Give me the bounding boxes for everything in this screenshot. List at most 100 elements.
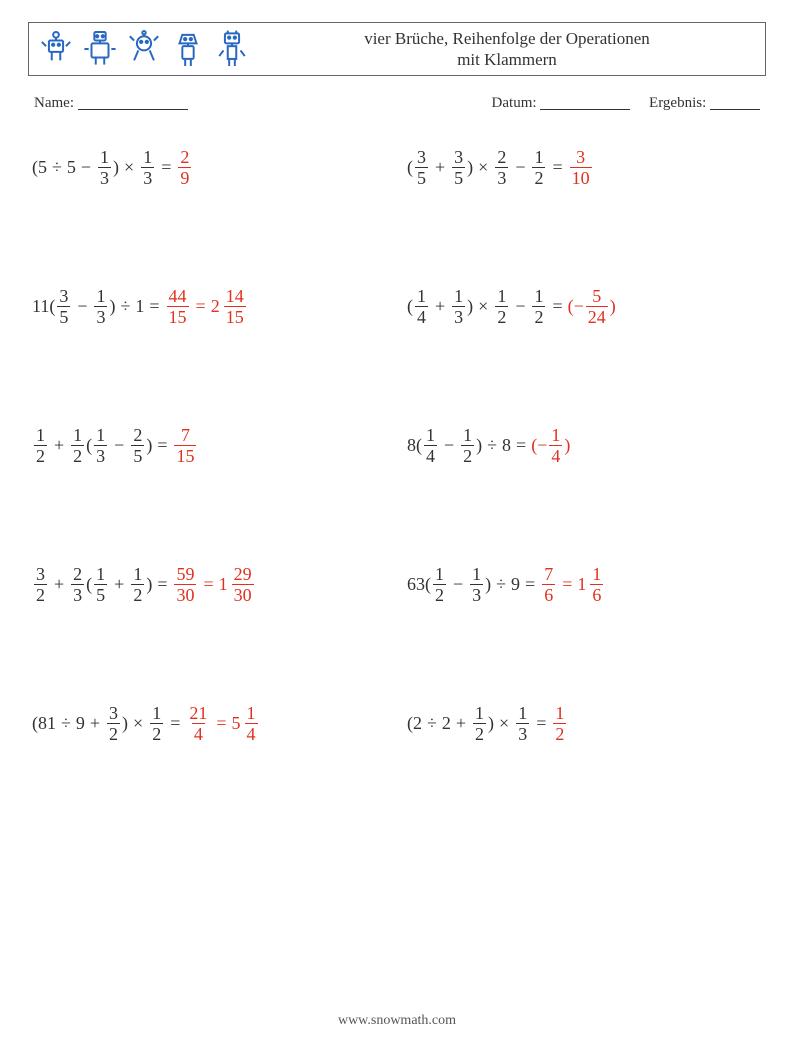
fraction: 76 <box>542 565 555 604</box>
expr-text: (81 <box>32 713 56 734</box>
fraction: 14 <box>415 287 428 326</box>
fraction: 12 <box>433 565 446 604</box>
worksheet-title: vier Brüche, Reihenfolge der Operationen… <box>249 24 765 75</box>
operator: × <box>478 157 488 178</box>
expr-text: ) <box>122 713 128 734</box>
fraction: 13 <box>452 287 465 326</box>
expr-text: ) <box>146 435 152 456</box>
fraction: 14 <box>245 704 258 743</box>
robot-icon-3 <box>127 29 161 69</box>
expr-text: ( <box>407 296 413 317</box>
expr-text: 11( <box>32 296 55 317</box>
operator: + <box>456 713 466 734</box>
fraction: 214 <box>187 704 209 743</box>
fraction: 12 <box>131 565 144 604</box>
fraction: 524 <box>586 287 608 326</box>
fraction: 12 <box>34 426 47 465</box>
operator: − <box>444 435 454 456</box>
fraction: 29 <box>178 148 191 187</box>
operator: ÷ <box>487 435 497 456</box>
problem-5: 12+12(13−25)=715 <box>32 426 387 465</box>
mixed-number: 21415 <box>211 287 248 326</box>
operator: = <box>157 574 167 595</box>
operator: + <box>90 713 100 734</box>
operator: − <box>453 574 463 595</box>
result-blank <box>710 95 760 110</box>
operator: − <box>114 435 124 456</box>
expr-text: 8( <box>407 435 422 456</box>
footer-text: www.snowmath.com <box>338 1013 456 1028</box>
fraction: 4415 <box>167 287 189 326</box>
mixed-number: 116 <box>577 565 605 604</box>
operator: = <box>516 435 526 456</box>
fraction: 12 <box>532 287 545 326</box>
expr-text: 2 <box>442 713 451 734</box>
fraction: 5930 <box>174 565 196 604</box>
operator: + <box>435 296 445 317</box>
operator: − <box>81 157 91 178</box>
fraction: 715 <box>174 426 196 465</box>
operator: = <box>149 296 159 317</box>
robot-icon-4 <box>171 29 205 69</box>
operator: = <box>216 713 226 734</box>
operator: = <box>525 574 535 595</box>
fraction: 35 <box>452 148 465 187</box>
robot-icon-5 <box>215 29 249 69</box>
fraction: 12 <box>461 426 474 465</box>
name-field: Name: <box>28 92 188 112</box>
operator: ÷ <box>496 574 506 595</box>
expr-text: ) <box>109 296 115 317</box>
operator: = <box>552 157 562 178</box>
mixed-number: 514 <box>232 704 260 743</box>
operator: − <box>77 296 87 317</box>
operator: + <box>114 574 124 595</box>
mixed-number: 12930 <box>219 565 256 604</box>
fraction: 12 <box>553 704 566 743</box>
expr-text: 9 <box>511 574 520 595</box>
problem-4: (14+13)×12−12=(−524) <box>407 287 762 326</box>
problem-8: 63(12−13)÷9=76=116 <box>407 565 762 604</box>
expr-text: ) <box>485 574 491 595</box>
expr-text: ) <box>146 574 152 595</box>
fraction: 23 <box>495 148 508 187</box>
robot-icons <box>29 29 249 69</box>
operator: = <box>203 574 213 595</box>
expr-text: 9 <box>76 713 85 734</box>
fraction: 32 <box>34 565 47 604</box>
operator: = <box>170 713 180 734</box>
meta-row: Name: Datum: Ergebnis: <box>28 92 766 112</box>
fraction: 12 <box>495 287 508 326</box>
operator: × <box>124 157 134 178</box>
name-blank <box>78 95 188 110</box>
operator: = <box>552 296 562 317</box>
operator: − <box>515 296 525 317</box>
problem-1: (5÷5−13)×13=29 <box>32 148 387 187</box>
fraction: 13 <box>94 287 107 326</box>
problem-7: 32+23(15+12)=5930=12930 <box>32 565 387 604</box>
name-label: Name: <box>34 95 74 111</box>
fraction: 32 <box>107 704 120 743</box>
title-line1: vier Brüche, Reihenfolge der Operationen <box>364 29 650 48</box>
fraction: 35 <box>57 287 70 326</box>
fraction: 12 <box>473 704 486 743</box>
fraction: 23 <box>71 565 84 604</box>
expr-text: ) <box>467 296 473 317</box>
operator: + <box>435 157 445 178</box>
date-label: Datum: <box>492 95 537 111</box>
fraction: 13 <box>470 565 483 604</box>
fraction: 13 <box>516 704 529 743</box>
fraction: 310 <box>570 148 592 187</box>
header-box: vier Brüche, Reihenfolge der Operationen… <box>28 22 766 76</box>
operator: × <box>499 713 509 734</box>
fraction: 2930 <box>232 565 254 604</box>
operator: = <box>161 157 171 178</box>
expr-text: (5 <box>32 157 47 178</box>
footer: www.snowmath.com <box>0 1013 794 1029</box>
problem-2: (35+35)×23−12=310 <box>407 148 762 187</box>
expr-text: 5 <box>67 157 76 178</box>
expr-text: ) <box>564 435 570 456</box>
fraction: 12 <box>150 704 163 743</box>
robot-icon-1 <box>39 29 73 69</box>
expr-text: ) <box>467 157 473 178</box>
expr-text: (2 <box>407 713 422 734</box>
